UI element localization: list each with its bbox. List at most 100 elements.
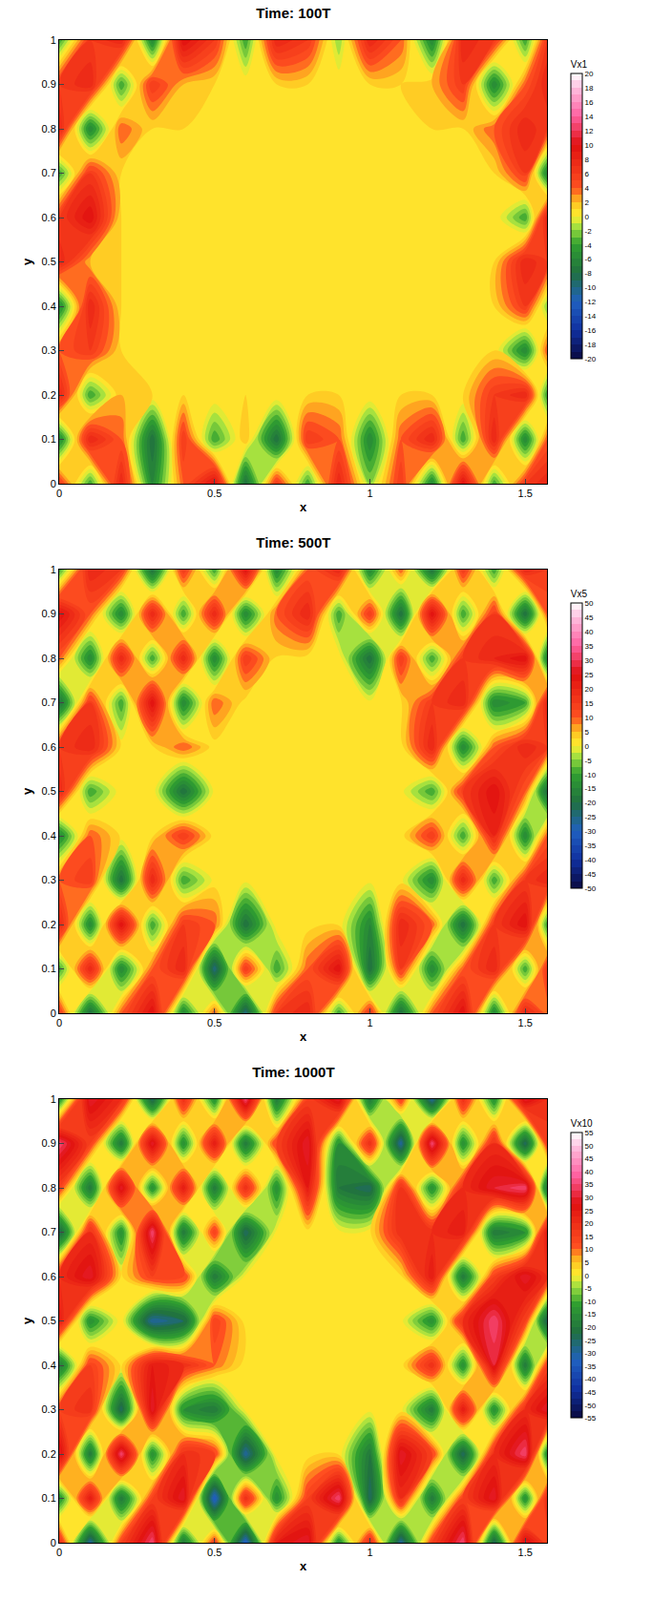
svg-text:0.5: 0.5 [207,1017,222,1030]
svg-text:40: 40 [585,628,594,637]
svg-text:0.1: 0.1 [42,433,57,445]
svg-text:16: 16 [585,98,594,107]
svg-text:-8: -8 [585,269,593,278]
svg-text:-35: -35 [585,841,597,851]
svg-text:45: 45 [585,613,594,623]
svg-text:45: 45 [585,1155,594,1164]
svg-text:2: 2 [585,198,590,208]
svg-text:0.6: 0.6 [42,741,57,754]
svg-text:0: 0 [585,742,590,752]
svg-text:1: 1 [366,487,373,500]
svg-text:-10: -10 [585,283,597,293]
svg-text:0.3: 0.3 [42,874,57,886]
svg-text:15: 15 [585,1233,594,1242]
svg-text:5: 5 [585,728,590,737]
svg-text:-25: -25 [585,1337,597,1347]
svg-text:1: 1 [50,34,57,46]
svg-text:Vx10: Vx10 [570,1118,593,1130]
svg-text:0.5: 0.5 [42,785,57,798]
svg-text:0: 0 [56,487,63,500]
svg-text:0.1: 0.1 [42,1493,57,1505]
svg-text:10: 10 [585,1245,594,1255]
svg-text:-5: -5 [585,757,593,766]
svg-text:50: 50 [585,599,594,609]
svg-text:1: 1 [366,1017,373,1030]
svg-text:0.5: 0.5 [42,1315,57,1327]
svg-text:Time: 500T: Time: 500T [255,534,331,551]
svg-text:30: 30 [585,656,594,666]
svg-text:x: x [299,500,308,515]
svg-text:-2: -2 [585,227,593,236]
svg-text:0: 0 [50,1008,57,1020]
svg-text:-20: -20 [585,799,597,808]
svg-text:-5: -5 [585,1284,593,1294]
svg-text:20: 20 [585,1219,594,1229]
svg-text:1.5: 1.5 [518,1017,533,1030]
svg-text:0.4: 0.4 [42,830,57,842]
svg-text:-25: -25 [585,813,597,822]
svg-text:0.6: 0.6 [42,1271,57,1283]
svg-text:35: 35 [585,642,594,652]
svg-text:-20: -20 [585,1324,597,1333]
svg-text:1: 1 [50,564,57,576]
svg-text:0: 0 [585,1272,590,1282]
svg-text:0: 0 [56,1017,63,1030]
svg-text:Time: 1000T: Time: 1000T [252,1064,335,1081]
svg-text:1: 1 [366,1547,373,1559]
svg-text:6: 6 [585,169,590,179]
svg-text:0.5: 0.5 [207,1547,222,1559]
svg-text:4: 4 [585,184,590,193]
svg-text:18: 18 [585,84,594,93]
svg-text:14: 14 [585,112,594,122]
svg-text:0.7: 0.7 [42,1226,57,1239]
svg-text:0.9: 0.9 [42,78,57,90]
svg-text:0.6: 0.6 [42,211,57,224]
svg-text:-50: -50 [585,1402,597,1411]
svg-text:y: y [20,787,35,796]
svg-text:30: 30 [585,1194,594,1203]
svg-text:0.8: 0.8 [42,123,57,135]
svg-text:Vx1: Vx1 [570,59,589,70]
svg-text:0.4: 0.4 [42,1360,57,1372]
svg-text:0.3: 0.3 [42,1404,57,1416]
svg-text:y: y [20,1317,35,1326]
svg-text:-50: -50 [585,884,597,894]
svg-text:55: 55 [585,1129,594,1138]
svg-text:-12: -12 [585,297,597,307]
svg-text:0.4: 0.4 [42,300,57,313]
svg-text:-30: -30 [585,827,597,837]
svg-text:-30: -30 [585,1349,597,1359]
svg-text:0.5: 0.5 [42,255,57,268]
svg-text:Vx5: Vx5 [570,588,589,600]
svg-text:0: 0 [50,478,57,490]
svg-text:0.2: 0.2 [42,919,57,931]
svg-text:0: 0 [585,212,590,222]
svg-text:-45: -45 [585,1388,597,1398]
svg-text:0.5: 0.5 [207,487,222,500]
svg-text:0.2: 0.2 [42,1449,57,1461]
svg-text:10: 10 [585,714,594,723]
svg-text:0.7: 0.7 [42,167,57,179]
svg-text:0.3: 0.3 [42,344,57,357]
svg-text:10: 10 [585,141,594,150]
svg-text:-10: -10 [585,771,597,780]
svg-text:35: 35 [585,1180,594,1190]
svg-text:5: 5 [585,1259,590,1268]
svg-text:0.9: 0.9 [42,608,57,620]
svg-text:0.7: 0.7 [42,696,57,709]
svg-text:0.2: 0.2 [42,389,57,401]
svg-text:-35: -35 [585,1363,597,1372]
svg-text:0.8: 0.8 [42,1182,57,1195]
svg-text:15: 15 [585,699,594,709]
svg-text:1: 1 [50,1093,57,1106]
svg-text:25: 25 [585,671,594,680]
svg-text:12: 12 [585,126,594,136]
svg-text:20: 20 [585,685,594,695]
svg-text:0.9: 0.9 [42,1137,57,1150]
svg-text:40: 40 [585,1168,594,1178]
svg-text:-40: -40 [585,856,597,865]
svg-text:-45: -45 [585,870,597,880]
svg-text:0.8: 0.8 [42,652,57,665]
svg-text:y: y [20,257,35,266]
svg-text:x: x [299,1030,308,1045]
